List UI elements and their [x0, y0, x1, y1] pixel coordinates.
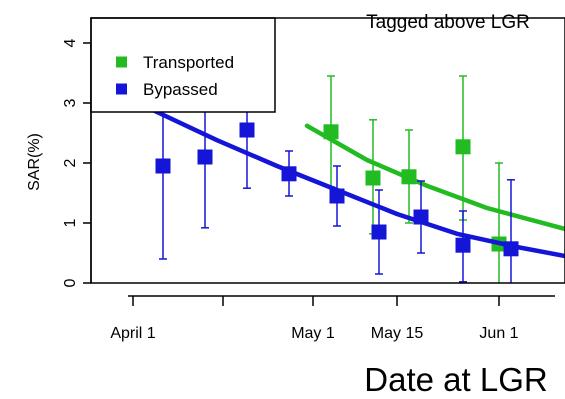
bypassed-point — [413, 209, 429, 225]
y-axis-ticks: 0 1 2 3 4 — [62, 38, 91, 287]
chart-title: Tagged above LGR — [366, 12, 530, 33]
x-tick-label: May 15 — [371, 325, 424, 342]
bypassed-point — [503, 241, 519, 257]
y-tick-label: 3 — [62, 98, 79, 107]
x-tick-label: May 1 — [291, 325, 335, 342]
bypassed-point — [329, 188, 345, 204]
y-tick-label: 0 — [62, 278, 79, 287]
plot-border — [90, 17, 565, 284]
x-axis-label: Date at LGR — [364, 361, 547, 398]
y-tick-label: 1 — [62, 218, 79, 227]
legend-swatch-bypassed — [116, 83, 127, 95]
y-axis-label: SAR(%) — [26, 133, 43, 191]
bypassed-point — [281, 166, 297, 182]
bypassed-point — [371, 224, 387, 240]
bypassed-point — [197, 149, 213, 165]
y-tick-label: 2 — [62, 158, 79, 167]
series-bypassed — [91, 72, 565, 283]
plot-area — [91, 72, 565, 283]
x-tick-label: Jun 1 — [479, 325, 518, 342]
legend-label-transported: Transported — [143, 53, 234, 72]
transported-fit-line — [304, 123, 565, 232]
legend-swatch-transported — [116, 56, 127, 68]
transported-point — [401, 169, 417, 185]
y-tick-label: 4 — [62, 38, 79, 47]
x-axis-ticks: April 1 May 1 May 15 Jun 1 — [110, 296, 519, 342]
transported-point — [323, 124, 339, 140]
series-transported — [304, 75, 565, 283]
transported-point — [365, 170, 381, 186]
legend: Transported Bypassed — [90, 17, 276, 113]
x-tick-label: April 1 — [110, 325, 155, 342]
bypassed-point — [455, 237, 471, 253]
bypassed-point — [239, 122, 255, 138]
transported-point — [455, 139, 471, 155]
legend-label-bypassed: Bypassed — [143, 80, 218, 99]
bypassed-point — [155, 158, 171, 174]
